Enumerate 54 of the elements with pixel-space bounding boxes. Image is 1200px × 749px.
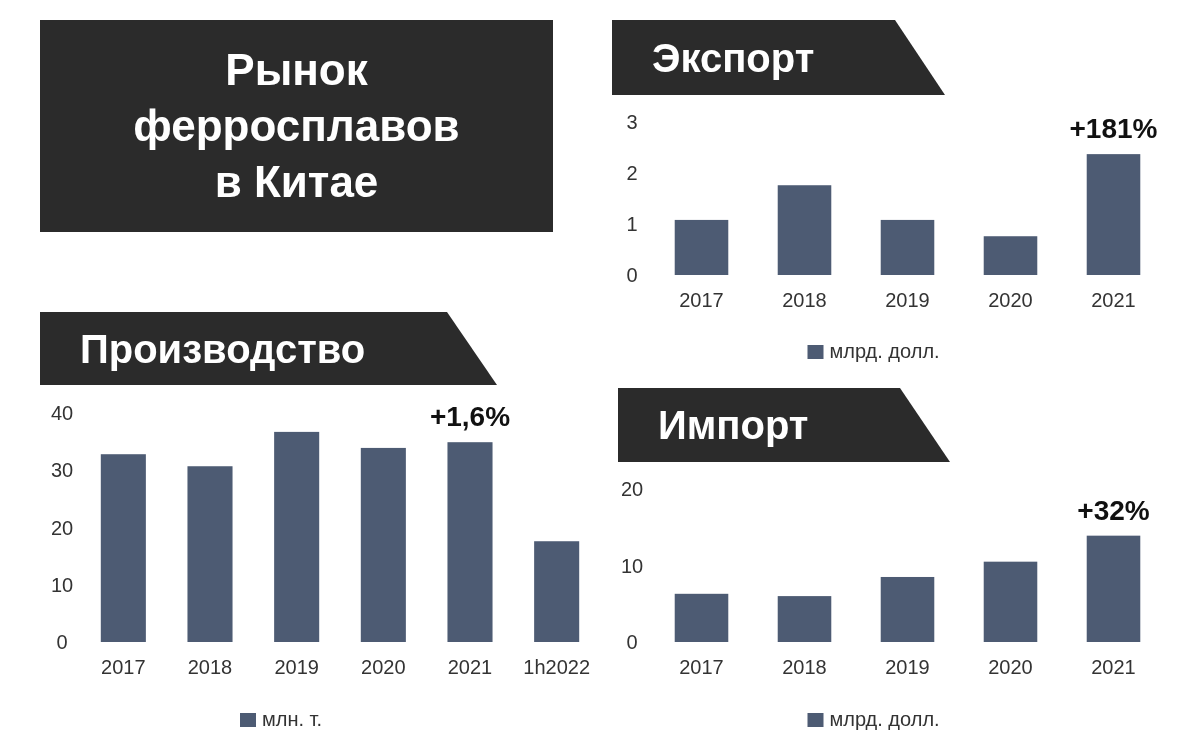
bar <box>880 219 935 275</box>
y-tick-label: 0 <box>56 631 68 653</box>
y-tick-label: 10 <box>50 573 74 596</box>
legend-label: млн. т. <box>262 708 323 730</box>
x-tick-label: 2017 <box>101 656 146 678</box>
y-tick-label: 20 <box>620 478 644 500</box>
legend-label: млрд. долл. <box>829 340 940 362</box>
legend-label: млрд. долл. <box>829 708 940 730</box>
x-tick-label: 2020 <box>988 289 1033 311</box>
x-tick-label: 2021 <box>1091 656 1136 678</box>
x-tick-label: 2020 <box>361 656 406 678</box>
bar <box>187 466 233 642</box>
x-tick-label: 2018 <box>187 656 233 678</box>
bar <box>1086 535 1141 642</box>
x-tick-label: 2021 <box>1091 289 1136 311</box>
x-tick-label: 2018 <box>782 656 827 678</box>
annotation: +32% <box>1077 494 1150 526</box>
bar <box>674 219 729 275</box>
text: Рынок ферросплавов в Китае <box>133 45 460 206</box>
x-tick-label: 2019 <box>274 656 319 678</box>
chart-title: Импорт <box>658 403 809 447</box>
y-tick-label: 10 <box>620 554 644 577</box>
bar <box>983 236 1038 275</box>
bar <box>777 185 832 275</box>
bar <box>534 541 580 642</box>
x-tick-label: 1h2022 <box>523 656 591 678</box>
y-tick-label: 20 <box>50 516 74 539</box>
y-tick-label: 0 <box>626 631 638 653</box>
bar <box>674 593 729 642</box>
chart-title: Экспорт <box>652 35 815 80</box>
bar <box>447 442 493 642</box>
y-tick-label: 1 <box>626 213 638 235</box>
x-tick-label: 2017 <box>679 289 724 311</box>
chart-title: Производство <box>80 326 366 371</box>
x-tick-label: 2018 <box>782 289 827 311</box>
bar <box>880 576 935 642</box>
x-tick-label: 2017 <box>679 656 724 678</box>
bar <box>274 431 320 642</box>
annotation: +181% <box>1069 113 1158 145</box>
y-tick-label: 40 <box>50 402 74 424</box>
bar <box>777 596 832 642</box>
y-tick-label: 3 <box>626 111 638 133</box>
annotation: +1,6% <box>429 401 511 433</box>
y-tick-label: 2 <box>626 162 638 184</box>
x-tick-label: 2021 <box>447 656 493 678</box>
y-tick-label: 30 <box>50 459 74 482</box>
y-tick-label: 0 <box>626 264 638 286</box>
bar <box>983 561 1038 642</box>
x-tick-label: 2019 <box>885 289 930 311</box>
bar <box>100 454 146 642</box>
bar <box>1086 154 1141 275</box>
x-tick-label: 2020 <box>988 656 1033 678</box>
x-tick-label: 2019 <box>885 656 930 678</box>
bar <box>360 447 406 642</box>
